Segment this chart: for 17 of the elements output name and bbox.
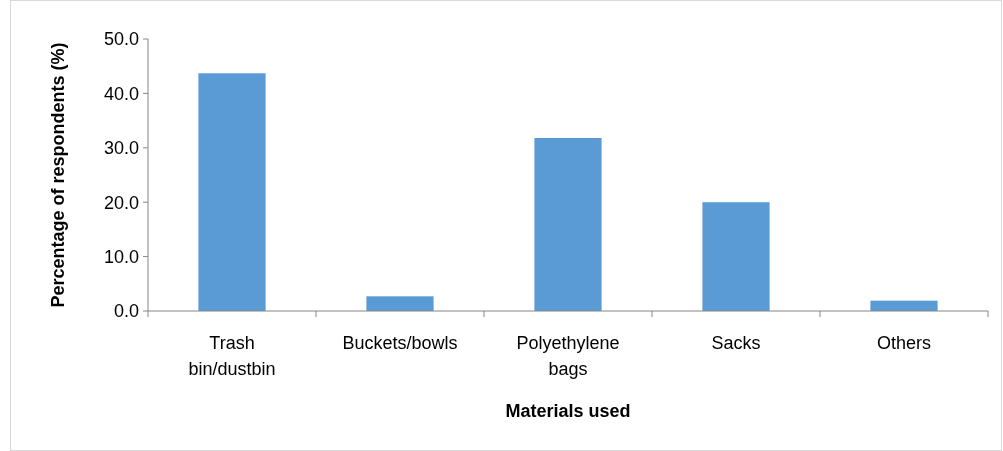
y-axis-title: Percentage of respondents (%)	[48, 42, 68, 308]
y-tick-label: 40.0	[103, 83, 139, 104]
bar	[534, 138, 602, 311]
x-tick-label: Buckets/bowls	[342, 333, 458, 353]
x-tick-label: Polyethylene bags	[516, 333, 620, 379]
y-tick-label: 10.0	[103, 246, 139, 267]
y-tick-label: 30.0	[103, 138, 139, 159]
y-tick-label: 50.0	[103, 29, 139, 50]
bar	[366, 296, 434, 311]
y-tick-label: 20.0	[103, 192, 139, 213]
bar	[702, 202, 770, 311]
x-tick-label: Trash bin/dustbin	[188, 333, 276, 379]
x-tick-label: Others	[876, 333, 932, 353]
x-axis-title: Materials used	[505, 401, 631, 421]
y-tick-label: 0.0	[113, 301, 139, 322]
bar	[198, 73, 266, 311]
x-tick-label: Sacks	[711, 333, 761, 353]
